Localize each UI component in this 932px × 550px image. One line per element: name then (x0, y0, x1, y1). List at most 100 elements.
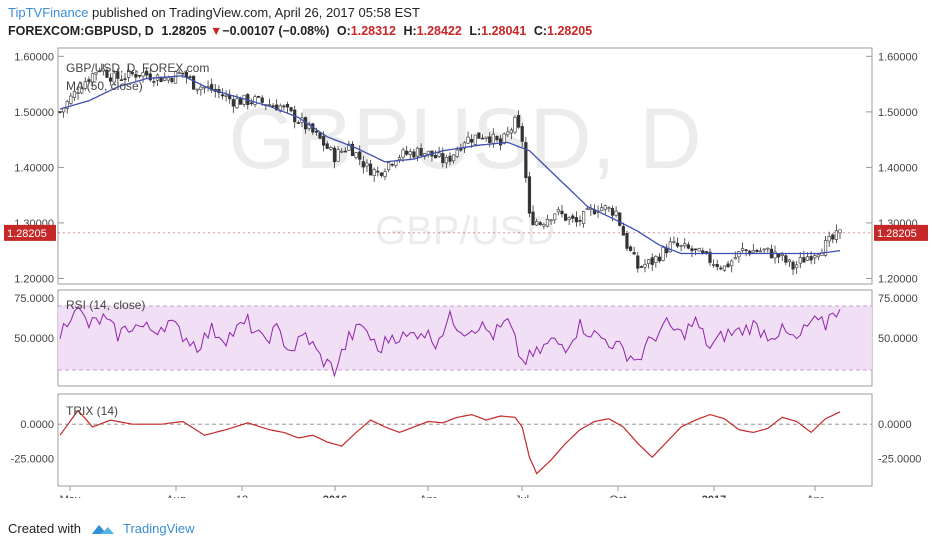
candle-body (585, 208, 589, 211)
candle-body (188, 76, 192, 79)
candle-body (563, 213, 568, 221)
candle-body (834, 230, 838, 240)
candle-body (549, 219, 553, 222)
candle-body (383, 171, 387, 177)
time-tick-label: Apr (806, 494, 823, 498)
candle-body (231, 99, 235, 107)
candle-body (766, 247, 770, 250)
rsi-tick-label-right: 75.0000 (878, 293, 918, 305)
candle-body (744, 249, 748, 252)
candle-body (235, 98, 239, 109)
last-price-tag-label: 1.28205 (877, 228, 917, 240)
candle-body (665, 247, 669, 254)
candle-body (220, 94, 225, 97)
candle-body (751, 250, 755, 253)
candle-body (90, 73, 95, 83)
candle-body (296, 122, 300, 124)
time-tick-label: Oct (609, 494, 626, 498)
candle-body (170, 77, 174, 82)
candle-body (668, 241, 672, 253)
candle-body (148, 73, 152, 81)
candle-body (730, 260, 734, 267)
tradingview-link[interactable]: TradingView (122, 521, 195, 536)
candle-body (506, 131, 510, 136)
candle-body (444, 157, 448, 164)
candle-body (498, 138, 503, 146)
candle-body (267, 104, 272, 106)
candle-body (173, 71, 178, 84)
candle-body (762, 248, 766, 251)
publish-info: published on TradingView.com, April 26, … (88, 5, 420, 20)
candle-body (322, 136, 326, 146)
candle-body (470, 138, 474, 143)
candle-body (484, 136, 488, 139)
candle-body (116, 71, 120, 79)
time-tick-label: 2017 (702, 494, 726, 498)
ma-line (59, 75, 841, 255)
candle-body (105, 69, 109, 78)
last-price-tag-label: 1.28205 (7, 228, 47, 240)
candle-body (477, 132, 481, 139)
candle-body (517, 115, 521, 128)
candle-body (253, 96, 257, 105)
price-tick-label-left: 1.40000 (14, 162, 54, 174)
rsi-tick-label-left: 50.0000 (14, 333, 54, 345)
candle-body (397, 157, 402, 160)
candle-body (166, 77, 170, 81)
trix-tick-label-right: 0.0000 (878, 419, 912, 431)
publisher-link[interactable]: TipTVFinance (8, 5, 89, 20)
price-tick-label-left: 1.20000 (14, 273, 54, 285)
rsi-line (59, 305, 841, 378)
rsi-axis: 75.0000 75.0000 50.0000 50.0000 (14, 293, 918, 371)
candle-body (758, 250, 763, 253)
trix-tick-label-left: 0.0000 (20, 419, 54, 431)
candle-body (112, 72, 116, 83)
candle-body (336, 149, 340, 162)
last-price-tag (4, 224, 56, 241)
candle-body (69, 95, 73, 104)
candle-body (679, 245, 683, 247)
candle-body (466, 136, 470, 144)
candle-body (145, 70, 149, 76)
candle-body (119, 79, 123, 81)
candle-body (607, 207, 611, 209)
candle-body (358, 151, 362, 160)
last-price: 1.28205 (161, 24, 207, 38)
candle-body (693, 248, 698, 251)
candle-body (784, 255, 788, 263)
candle-body (628, 246, 633, 251)
candle-body (65, 101, 69, 109)
candle-body (98, 70, 102, 72)
candle-body (524, 142, 528, 179)
candle-body (329, 147, 333, 150)
candle-body (257, 96, 261, 98)
candle-body (610, 208, 615, 216)
price-tick-label-right: 1.20000 (878, 273, 918, 285)
candle-body (636, 255, 640, 269)
candle-body (192, 75, 196, 90)
candle-body (347, 143, 351, 151)
candle-body (827, 236, 831, 242)
candle-body (654, 255, 658, 263)
price-axis: 1.60000 1.60000 1.50000 1.50000 1.40000 1.400… (14, 51, 918, 285)
price-tick-label-right: 1.50000 (878, 107, 918, 119)
low-value: 1.28041 (481, 24, 527, 38)
candle-body (722, 265, 727, 271)
candle-body (773, 251, 777, 259)
rsi-pane[interactable]: 75.0000 75.0000 50.0000 50.0000 RSI (14, cl… (14, 289, 918, 387)
candle-body (58, 111, 62, 113)
footer: Created with TradingView (8, 521, 195, 536)
candle-body (249, 102, 253, 105)
candle-body (350, 143, 355, 157)
symbol-label[interactable]: FOREXCOM:GBPUSD, D (8, 24, 154, 38)
candle-body (127, 69, 131, 78)
trix-pane[interactable]: 0.0000 0.0000 -25.0000 -25.0000 TRIX (14) (11, 393, 922, 487)
candle-body (76, 92, 80, 94)
candle-body (123, 78, 127, 80)
candle-body (83, 81, 87, 89)
candle-body (134, 74, 138, 78)
rsi-tick-label-left: 75.0000 (14, 293, 54, 305)
candle-body (87, 79, 91, 82)
